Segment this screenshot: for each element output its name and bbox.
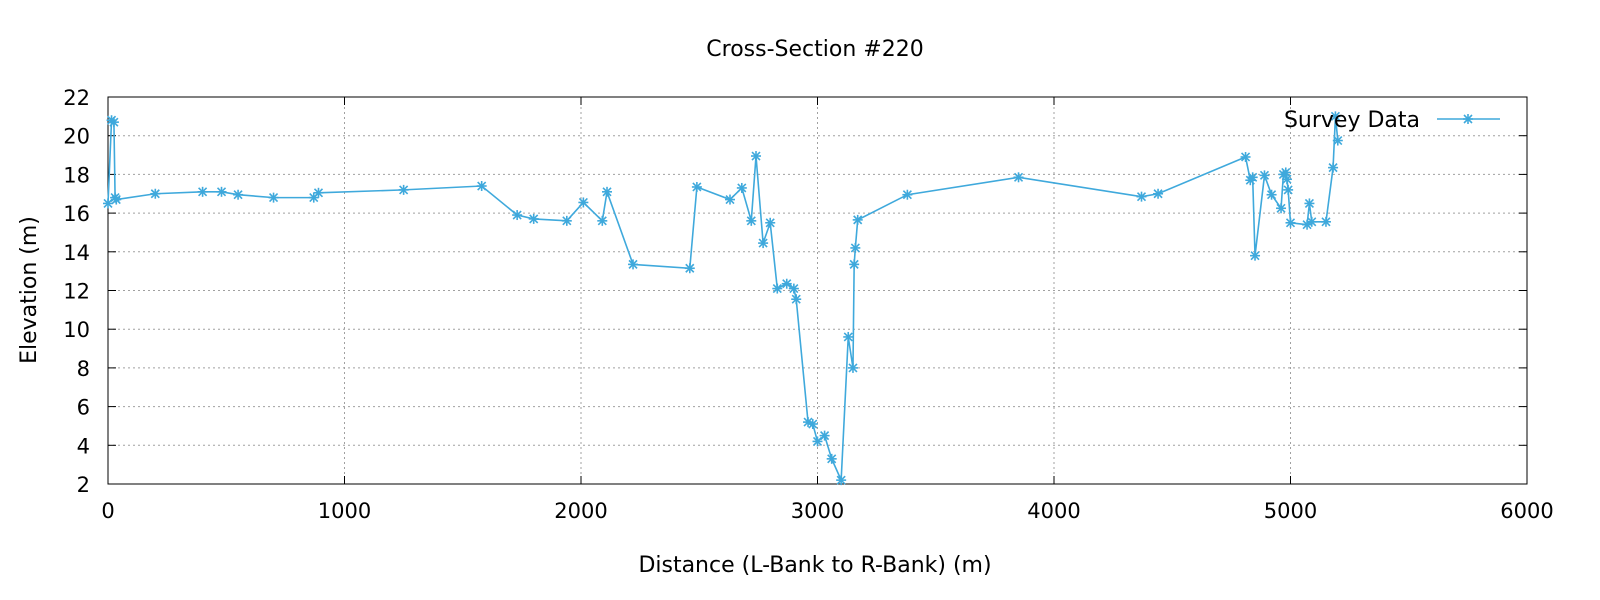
data-point [197,186,208,197]
data-point [1153,188,1164,199]
legend: Survey Data [1284,108,1500,133]
data-point [268,192,279,203]
data-point [852,214,863,225]
x-tick-label: 2000 [554,499,607,523]
y-tick-label: 6 [77,396,90,420]
x-tick-label: 3000 [791,499,844,523]
data-point [597,215,608,226]
data-point [1259,170,1270,181]
data-point [1136,191,1147,202]
data-point [826,453,837,464]
data-point [684,263,695,274]
x-axis-label: Distance (L-Bank to R-Bank) (m) [638,553,991,578]
data-point [561,215,572,226]
legend-marker [1463,114,1473,124]
data-point [528,213,539,224]
data-point [578,197,589,208]
data-point [602,186,613,197]
data-point [765,217,776,228]
data-point [781,278,792,289]
data-point [1306,216,1317,227]
y-tick-label: 2 [77,473,90,497]
y-tick-label: 4 [77,434,90,458]
data-point [1285,217,1296,228]
data-point [772,283,783,294]
data-point [836,475,847,486]
data-point [512,210,523,221]
data-point [1247,172,1258,183]
x-tick-label: 0 [101,499,114,523]
data-point [1320,216,1331,227]
y-tick-label: 20 [63,125,90,149]
y-tick-label: 8 [77,357,90,381]
data-point [313,187,324,198]
data-point [1304,198,1315,209]
y-tick-label: 12 [63,280,90,304]
x-tick-label: 4000 [1027,499,1080,523]
data-point [1266,189,1277,200]
data-point [103,198,113,209]
grid-layer [108,97,1527,484]
data-point [1281,174,1292,185]
data-point [628,259,639,270]
data-point [850,242,861,253]
data-point [736,182,747,193]
legend-label: Survey Data [1284,108,1420,133]
data-point [1328,162,1339,173]
x-tick-label: 1000 [318,499,371,523]
data-point [1013,172,1024,183]
x-tick-label: 5000 [1264,499,1317,523]
data-point [843,331,854,342]
data-point [691,181,702,192]
data-point [1276,203,1287,214]
data-point [398,184,409,195]
data-point [1250,250,1261,261]
data-point [902,189,913,200]
series-line [107,116,1339,481]
y-tick-label: 10 [63,318,90,342]
series-layer [103,111,1343,486]
y-tick-label: 22 [63,86,90,110]
data-point [1280,167,1291,178]
data-point [751,151,762,162]
data-point [758,238,769,249]
y-axis-label: Elevation (m) [17,216,42,364]
data-point [108,117,119,128]
data-point [216,186,227,197]
data-point [812,436,823,447]
data-point [847,362,858,373]
data-point [111,194,122,205]
data-point [1283,184,1294,195]
data-point [788,283,799,294]
y-tick-label: 14 [63,241,90,265]
chart-title: Cross-Section #220 [706,37,923,62]
tick-layer: 0 1000 2000 3000 4000 5000 6000 2 4 6 8 10 12 14 16 18 2… [63,86,1553,523]
data-point [819,430,830,441]
data-point [476,181,487,192]
data-point [807,419,818,430]
y-tick-label: 18 [63,163,90,187]
y-tick-label: 16 [63,202,90,226]
data-point [1240,151,1251,162]
data-point [150,188,161,199]
data-point [791,294,802,305]
data-point [724,194,735,205]
data-point [233,189,244,200]
data-point [1332,135,1343,146]
data-point [746,215,757,226]
data-point [849,259,860,270]
data-point [1330,111,1341,122]
x-tick-label: 6000 [1500,499,1553,523]
